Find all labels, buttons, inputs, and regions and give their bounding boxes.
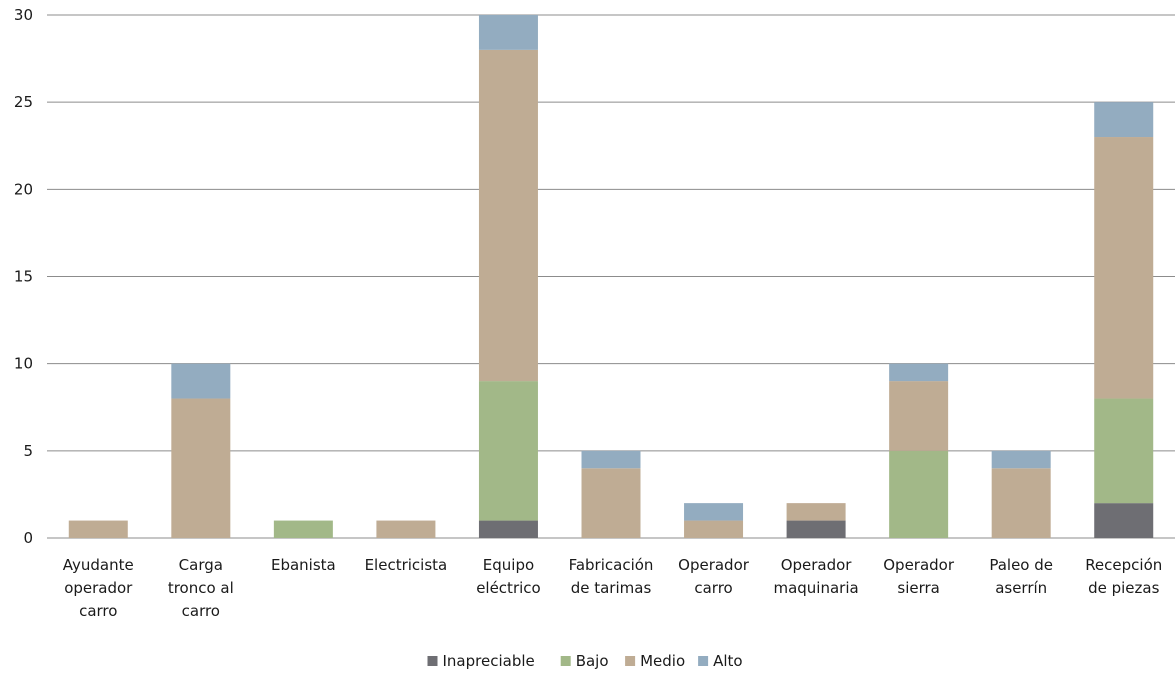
y-axis: 0 5 10 15 20 25 30	[14, 6, 33, 547]
bar-segment	[889, 363, 949, 382]
bar-segment	[1094, 137, 1154, 399]
y-tick-label: 15	[14, 268, 33, 286]
bar-segment	[478, 49, 538, 382]
y-tick-label: 10	[14, 355, 33, 373]
x-tick-label: Electricista	[365, 556, 448, 574]
bar-segment	[376, 520, 436, 538]
y-tick-label: 25	[14, 93, 33, 111]
bar-segment	[1094, 398, 1154, 504]
legend-label: Bajo	[576, 652, 609, 670]
bar-segment	[171, 363, 231, 399]
bar-segment	[786, 503, 846, 521]
bar-segment	[1094, 102, 1154, 138]
bar-segment	[786, 520, 846, 538]
bar-segment	[991, 450, 1051, 469]
bar-segment	[478, 520, 538, 538]
bar-segment	[273, 520, 333, 538]
legend-label: Medio	[640, 652, 685, 670]
bar-segment	[889, 450, 949, 538]
bar-segment	[478, 381, 538, 521]
x-tick-label: Recepción de piezas	[1085, 556, 1162, 597]
bar-segment	[1094, 503, 1154, 538]
y-tick-label: 20	[14, 180, 33, 198]
bar-segment	[581, 468, 641, 538]
bar-segment	[581, 450, 641, 469]
x-tick-label: Operador carro	[678, 556, 750, 597]
x-tick-label: Carga tronco al carro	[168, 556, 234, 620]
x-tick-label: Ebanista	[271, 556, 336, 574]
y-tick-label: 0	[23, 529, 33, 547]
legend-label: Inapreciable	[443, 652, 535, 670]
legend-swatch	[560, 656, 571, 666]
x-tick-label: Paleo de aserrín	[989, 556, 1053, 597]
bar-segment	[991, 468, 1051, 538]
legend-swatch	[625, 656, 636, 666]
x-tick-label: Fabricación de tarimas	[569, 556, 654, 597]
x-axis: Ayudante operador carro Carga tronco al carro…	[63, 556, 1162, 620]
bars-group	[68, 15, 1154, 538]
bar-segment	[478, 15, 538, 50]
legend-swatch	[427, 656, 438, 666]
bar-segment	[684, 520, 744, 538]
legend: Inapreciable Bajo Medio Alto	[427, 652, 743, 670]
x-tick-label: Operador sierra	[883, 556, 955, 597]
bar-segment	[889, 381, 949, 451]
y-tick-label: 5	[23, 442, 33, 460]
gridlines	[47, 14, 1175, 539]
x-tick-label: Ayudante operador carro	[63, 556, 134, 620]
bar-segment	[68, 520, 128, 538]
bar-segment	[684, 503, 744, 521]
legend-swatch	[698, 656, 709, 666]
bar-segment	[171, 398, 231, 538]
legend-label: Alto	[713, 652, 743, 670]
x-tick-label: Equipo eléctrico	[476, 556, 541, 597]
y-tick-label: 30	[14, 6, 33, 24]
x-tick-label: Operador maquinaria	[773, 556, 858, 597]
